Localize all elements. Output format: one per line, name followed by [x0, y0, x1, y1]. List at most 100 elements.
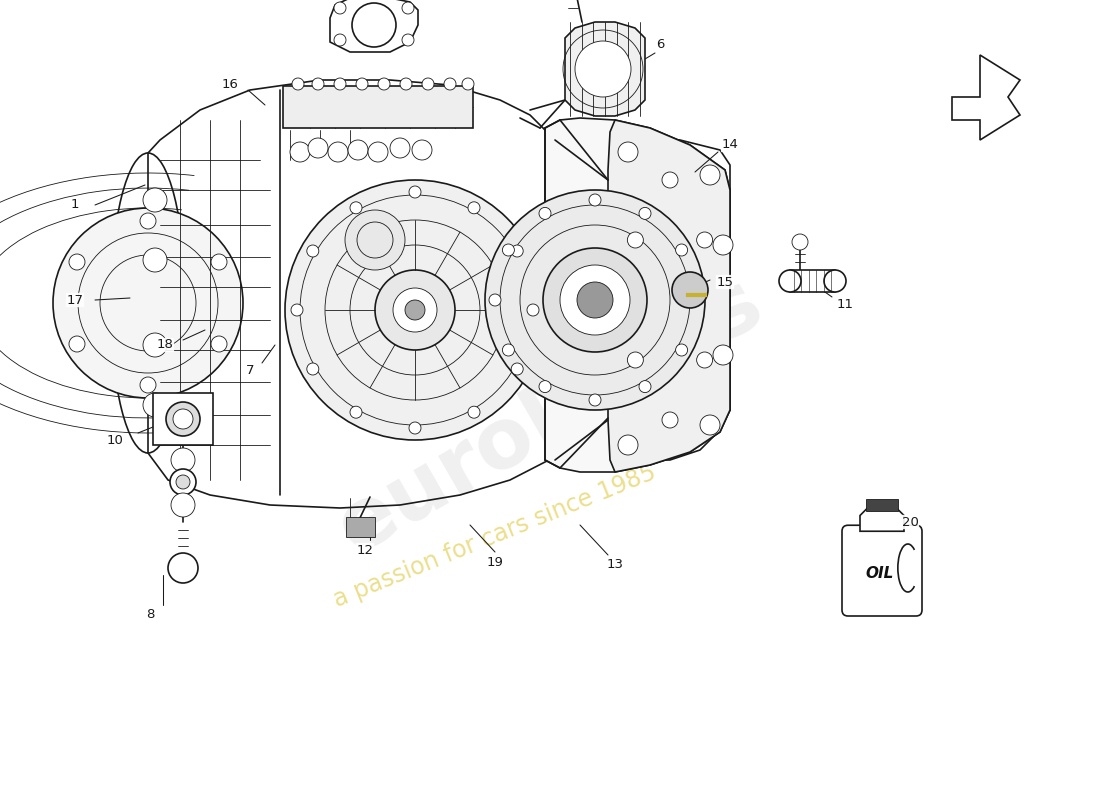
- Circle shape: [639, 207, 651, 219]
- Circle shape: [490, 294, 500, 306]
- Circle shape: [176, 475, 190, 489]
- Circle shape: [412, 140, 432, 160]
- Circle shape: [444, 78, 456, 90]
- Circle shape: [393, 288, 437, 332]
- Text: 12: 12: [356, 543, 374, 557]
- FancyBboxPatch shape: [153, 393, 213, 445]
- Circle shape: [334, 2, 346, 14]
- Circle shape: [328, 142, 348, 162]
- Text: 1: 1: [70, 198, 79, 211]
- Circle shape: [368, 142, 388, 162]
- Circle shape: [713, 345, 733, 365]
- Circle shape: [168, 553, 198, 583]
- Circle shape: [689, 294, 701, 306]
- Circle shape: [485, 190, 705, 410]
- Circle shape: [468, 202, 480, 214]
- Circle shape: [539, 207, 551, 219]
- Circle shape: [618, 142, 638, 162]
- Circle shape: [468, 406, 480, 418]
- Circle shape: [292, 304, 302, 316]
- Circle shape: [503, 344, 515, 356]
- Circle shape: [700, 165, 720, 185]
- Circle shape: [334, 78, 346, 90]
- Circle shape: [824, 270, 846, 292]
- Circle shape: [675, 244, 688, 256]
- Circle shape: [143, 393, 167, 417]
- Circle shape: [662, 172, 678, 188]
- Circle shape: [140, 377, 156, 393]
- Circle shape: [409, 422, 421, 434]
- FancyBboxPatch shape: [346, 517, 375, 537]
- Circle shape: [307, 245, 319, 257]
- Circle shape: [713, 235, 733, 255]
- Circle shape: [512, 363, 524, 375]
- Circle shape: [696, 232, 713, 248]
- Circle shape: [527, 304, 539, 316]
- Text: 7: 7: [245, 363, 254, 377]
- Text: 19: 19: [486, 555, 504, 569]
- Circle shape: [402, 2, 414, 14]
- Polygon shape: [608, 120, 730, 472]
- Circle shape: [345, 210, 405, 270]
- Circle shape: [779, 270, 801, 292]
- Text: 20: 20: [902, 515, 918, 529]
- Text: 16: 16: [221, 78, 239, 91]
- Circle shape: [143, 333, 167, 357]
- Circle shape: [290, 142, 310, 162]
- Circle shape: [375, 270, 455, 350]
- Circle shape: [700, 415, 720, 435]
- FancyBboxPatch shape: [842, 526, 922, 616]
- Circle shape: [618, 435, 638, 455]
- Circle shape: [211, 254, 227, 270]
- Circle shape: [350, 202, 362, 214]
- Circle shape: [560, 265, 630, 335]
- Circle shape: [312, 78, 324, 90]
- Text: 11: 11: [836, 298, 854, 311]
- Circle shape: [211, 336, 227, 352]
- Text: 17: 17: [66, 294, 84, 306]
- Circle shape: [639, 381, 651, 393]
- Circle shape: [627, 352, 644, 368]
- Circle shape: [402, 34, 414, 46]
- Text: 10: 10: [107, 434, 123, 446]
- Circle shape: [378, 78, 390, 90]
- Circle shape: [285, 180, 544, 440]
- Circle shape: [170, 493, 195, 517]
- Circle shape: [575, 41, 631, 97]
- Text: 13: 13: [606, 558, 624, 571]
- Polygon shape: [565, 22, 645, 116]
- Text: 14: 14: [722, 138, 738, 151]
- Circle shape: [400, 78, 412, 90]
- Circle shape: [53, 208, 243, 398]
- Circle shape: [69, 336, 85, 352]
- Circle shape: [334, 34, 346, 46]
- Circle shape: [390, 138, 410, 158]
- Circle shape: [170, 469, 196, 495]
- Circle shape: [308, 138, 328, 158]
- Polygon shape: [860, 507, 904, 531]
- Circle shape: [512, 245, 524, 257]
- Text: 15: 15: [716, 275, 734, 289]
- Polygon shape: [330, 0, 418, 52]
- Circle shape: [166, 402, 200, 436]
- Circle shape: [675, 344, 688, 356]
- Circle shape: [543, 248, 647, 352]
- FancyBboxPatch shape: [283, 86, 473, 128]
- Text: a passion for cars since 1985: a passion for cars since 1985: [330, 460, 660, 612]
- Circle shape: [588, 194, 601, 206]
- Polygon shape: [952, 55, 1020, 140]
- Circle shape: [539, 381, 551, 393]
- Circle shape: [356, 78, 369, 90]
- Circle shape: [350, 406, 362, 418]
- FancyBboxPatch shape: [866, 498, 898, 510]
- Text: 18: 18: [156, 338, 174, 351]
- Circle shape: [348, 140, 369, 160]
- Circle shape: [588, 394, 601, 406]
- Text: 6: 6: [656, 38, 664, 51]
- Circle shape: [409, 186, 421, 198]
- Text: OIL: OIL: [866, 566, 894, 581]
- Circle shape: [405, 300, 425, 320]
- Circle shape: [352, 3, 396, 47]
- Circle shape: [69, 254, 85, 270]
- Circle shape: [462, 78, 474, 90]
